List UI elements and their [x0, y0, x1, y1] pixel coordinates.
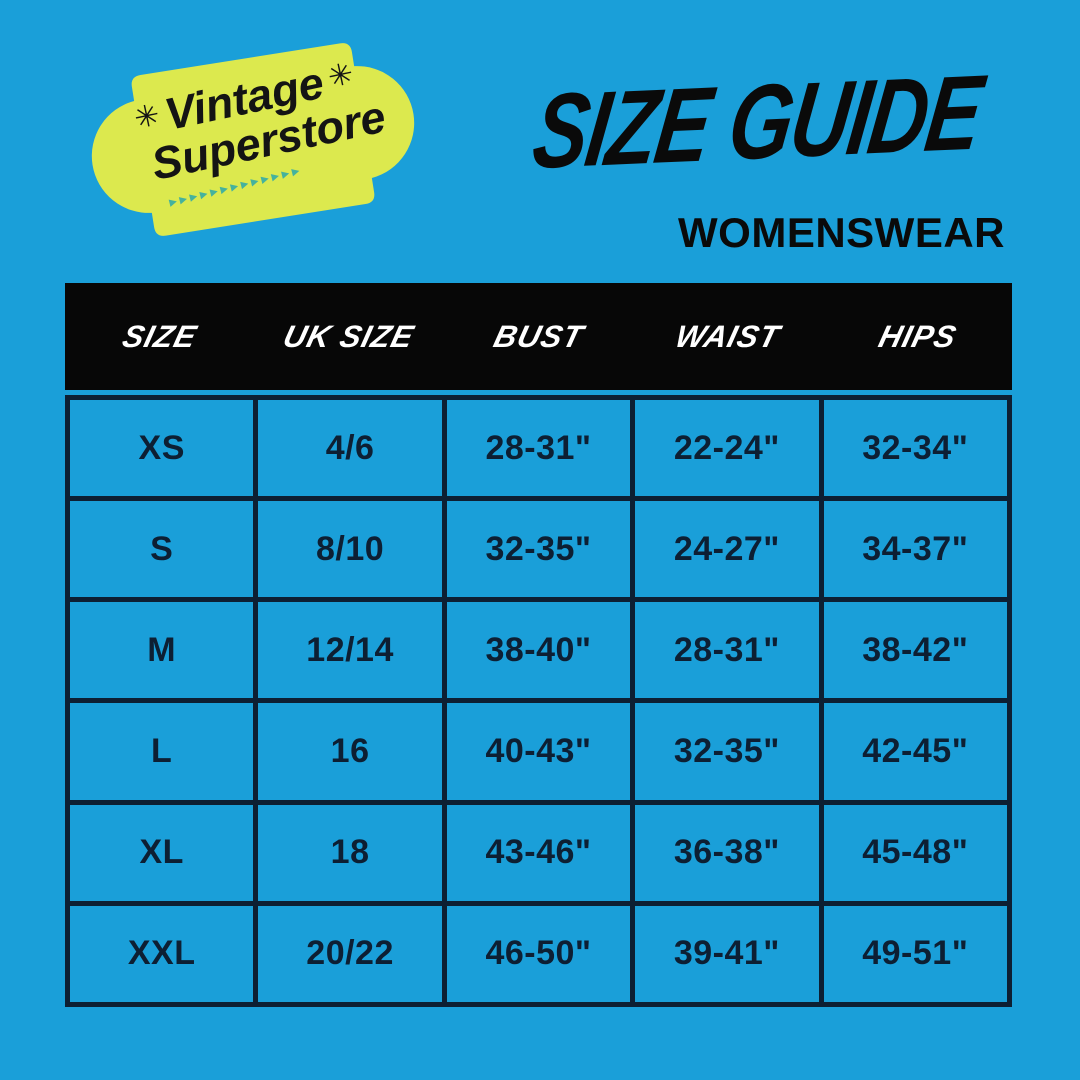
column-header-hips: HIPS [874, 318, 960, 354]
table-cell: 42-45" [823, 703, 1007, 800]
page-subtitle: WOMENSWEAR [678, 209, 1005, 256]
table-cell: 20/22 [258, 905, 442, 1002]
column-header-bust: BUST [490, 318, 588, 354]
table-cell: 28-31" [446, 400, 631, 497]
table-cell: 22-24" [635, 400, 819, 497]
table-header-row: SIZE UK SIZE BUST WAIST HIPS [65, 283, 1012, 390]
table-cell: 18 [258, 804, 442, 901]
table-cell: 40-43" [446, 703, 631, 800]
logo-badge-shape [91, 43, 415, 236]
table-cell: 12/14 [258, 602, 442, 699]
table-cell: 32-35" [446, 501, 631, 598]
table-cell: 45-48" [823, 804, 1007, 901]
column-header-uk-size: UK SIZE [280, 318, 419, 354]
table-cell: 38-42" [823, 602, 1007, 699]
table-cell: 28-31" [635, 602, 819, 699]
table-cell: XL [70, 804, 254, 901]
column-header-size: SIZE [118, 318, 201, 354]
badge-plaque-path [91, 43, 415, 236]
table-cell: 16 [258, 703, 442, 800]
table-cell: XS [70, 400, 254, 497]
table-cell: L [70, 703, 254, 800]
table-cell: 32-34" [823, 400, 1007, 497]
table-cell: 43-46" [446, 804, 631, 901]
table-cell: 4/6 [258, 400, 442, 497]
size-table-body: XS 4/6 28-31" 22-24" 32-34" S 8/10 32-35" 24-27"… [65, 395, 1012, 1007]
table-cell: 34-37" [823, 501, 1007, 598]
sparkle-right-icon: ✳ [324, 57, 357, 95]
column-header-waist: WAIST [672, 318, 784, 354]
table-cell: 49-51" [823, 905, 1007, 1002]
table-cell: 38-40" [446, 602, 631, 699]
table-cell: S [70, 501, 254, 598]
logo-text-block: ✳Vintage✳ Superstore ▸▸▸▸▸▸▸▸▸▸▸▸▸ [73, 20, 432, 260]
table-cell: 32-35" [635, 703, 819, 800]
table-cell: 36-38" [635, 804, 819, 901]
table-cell: XXL [70, 905, 254, 1002]
brand-logo: ✳Vintage✳ Superstore ▸▸▸▸▸▸▸▸▸▸▸▸▸ [76, 27, 429, 251]
title-container: SIZE GUIDE [500, 40, 1015, 205]
table-cell: 39-41" [635, 905, 819, 1002]
table-cell: 8/10 [258, 501, 442, 598]
table-cell: M [70, 602, 254, 699]
page-title: SIZE GUIDE [527, 52, 988, 191]
table-cell: 24-27" [635, 501, 819, 598]
table-cell: 46-50" [446, 905, 631, 1002]
